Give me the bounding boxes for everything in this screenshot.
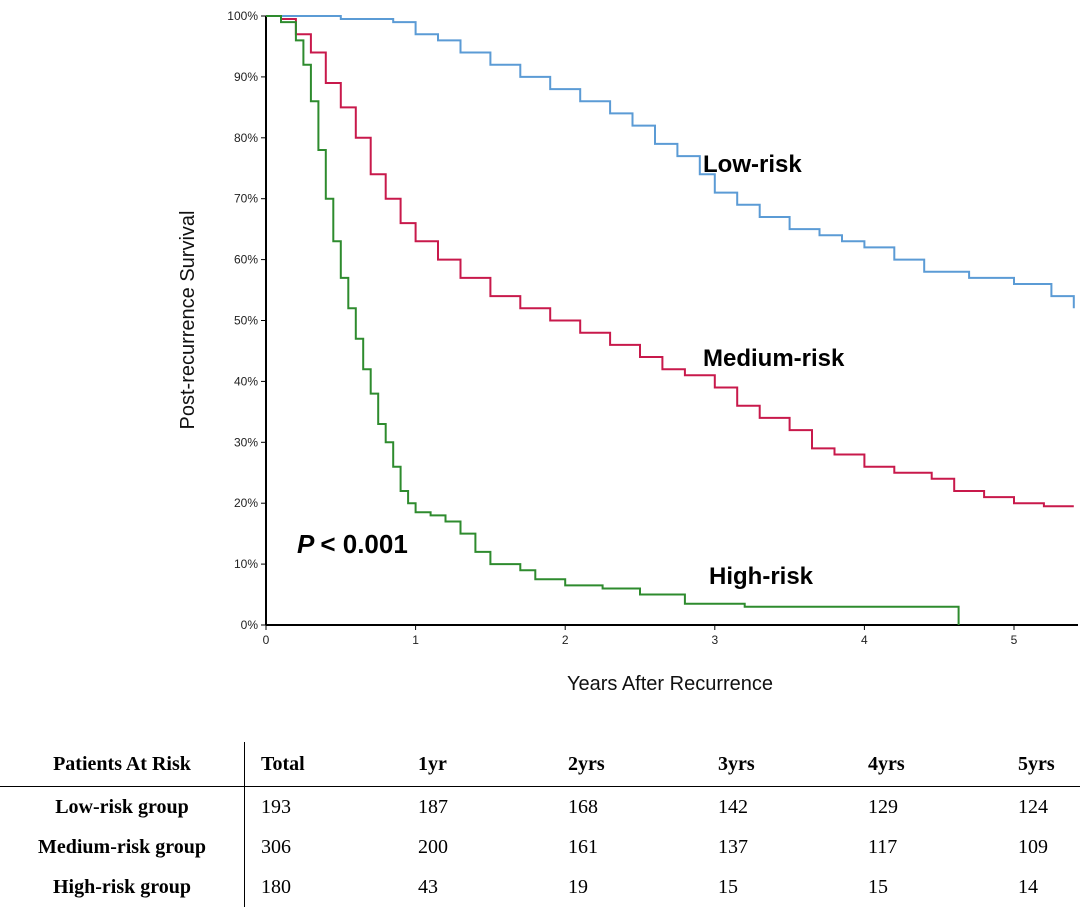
x-axis-title: Years After Recurrence — [567, 673, 773, 695]
table-cell: 142 — [718, 795, 748, 818]
y-tick-label: 80% — [234, 131, 258, 145]
y-tick-label: 50% — [234, 314, 258, 328]
x-tick-label: 1 — [412, 633, 419, 647]
x-tick-label: 4 — [861, 633, 868, 647]
y-tick-label: 10% — [234, 557, 258, 571]
table-cell: 109 — [1018, 835, 1048, 858]
table-cell: 117 — [868, 835, 898, 858]
header-2yrs: 2yrs — [568, 742, 718, 787]
table-cell: 193 — [261, 795, 291, 818]
y-tick-label: 30% — [234, 435, 258, 449]
table-cell: 15 — [718, 875, 738, 898]
series-line-high-risk — [266, 15, 960, 625]
row-label: Low-risk group — [0, 786, 245, 827]
header-5yrs: 5yrs — [1018, 742, 1080, 787]
x-tick-label: 3 — [711, 633, 718, 647]
table-cell: 129 — [868, 795, 898, 818]
x-tick-label: 2 — [562, 633, 569, 647]
table-cell: 187 — [418, 795, 448, 818]
table-cell: 180 — [261, 875, 291, 898]
table-cell: 19 — [568, 875, 588, 898]
table-cell: 43 — [418, 875, 438, 898]
table-cell: 306 — [261, 835, 291, 858]
y-tick-label: 20% — [234, 496, 258, 510]
header-patients-at-risk: Patients At Risk — [0, 742, 245, 787]
series-label-low-risk: Low-risk — [703, 151, 802, 178]
table-row: High-risk group 180 43 19 15 15 14 — [0, 867, 1080, 907]
table-cell: 14 — [1018, 875, 1038, 898]
table-cell: 168 — [568, 795, 598, 818]
p-value-annotation: P < 0.001 — [297, 529, 408, 559]
p-value-text: < 0.001 — [320, 529, 407, 559]
table-row: Low-risk group 193 187 168 142 129 124 — [0, 786, 1080, 827]
x-tick-label: 5 — [1011, 633, 1018, 647]
table-cell: 124 — [1018, 795, 1048, 818]
table-cell: 200 — [418, 835, 448, 858]
y-tick-label: 90% — [234, 70, 258, 84]
table-cell: 15 — [868, 875, 888, 898]
table-row: Medium-risk group 306 200 161 137 117 10… — [0, 827, 1080, 867]
x-tick-label: 0 — [263, 633, 270, 647]
y-tick-label: 60% — [234, 253, 258, 267]
patients-at-risk-table: Patients At Risk Total 1yr 2yrs 3yrs 4yr… — [0, 742, 1080, 907]
header-4yrs: 4yrs — [868, 742, 1018, 787]
row-label: Medium-risk group — [0, 827, 245, 867]
header-3yrs: 3yrs — [718, 742, 868, 787]
survival-chart: 0%10%20%30%40%50%60%70%80%90%100%0 1 2 3 4 5 … — [177, 9, 1078, 695]
series-line-low-risk — [266, 15, 1075, 309]
table-cell: 161 — [568, 835, 598, 858]
row-label: High-risk group — [0, 867, 245, 907]
y-tick-label: 0% — [241, 618, 259, 632]
table-header-row: Patients At Risk Total 1yr 2yrs 3yrs 4yr… — [0, 742, 1080, 787]
y-tick-label: 70% — [234, 192, 258, 206]
y-axis-title: Post-recurrence Survival — [177, 211, 199, 430]
header-total: Total — [244, 742, 418, 787]
header-1yr: 1yr — [418, 742, 568, 787]
p-symbol: P — [297, 529, 315, 559]
y-tick-label: 100% — [227, 9, 258, 23]
series-line-medium-risk — [266, 15, 1074, 508]
y-tick-label: 40% — [234, 374, 258, 388]
series-label-medium-risk: Medium-risk — [703, 345, 845, 372]
series-label-high-risk: High-risk — [709, 563, 814, 590]
table-cell: 137 — [718, 835, 748, 858]
